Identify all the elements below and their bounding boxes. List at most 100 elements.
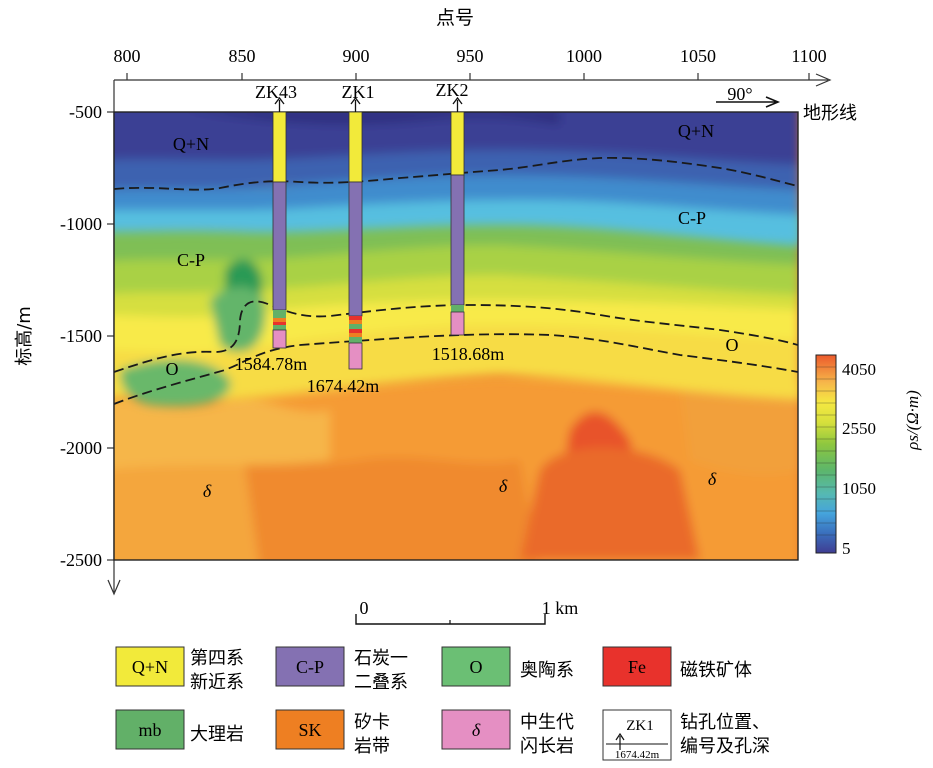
svg-text:SK: SK	[298, 720, 321, 740]
colorbar-tick-4050: 4050	[842, 360, 876, 379]
top-axis-title: 点号	[436, 7, 474, 29]
borehole-zk2-depth: 1518.68m	[432, 344, 505, 364]
colorbar: 4050 2550 1050 5 ρs/(Ω·m)	[815, 354, 922, 558]
borehole-zk43-fe-segment	[273, 322, 286, 325]
colorbar-tick-1050: 1050	[842, 479, 876, 498]
borehole-zk2-diorite-segment	[450, 311, 465, 336]
colorbar-title: ρs/(Ω·m)	[903, 390, 922, 451]
legend-item-o: O 奥陶系	[441, 646, 574, 687]
label-cp-left: C-P	[177, 250, 205, 270]
borehole-zk1-sk-segment-2	[349, 333, 362, 337]
svg-text:mb: mb	[138, 720, 161, 740]
borehole-zk2-mb-segment	[451, 305, 464, 312]
svg-text:1674.42m: 1674.42m	[615, 749, 660, 761]
borehole-zk43-sk-segment	[273, 318, 286, 322]
colorbar-tick-2550: 2550	[842, 419, 876, 438]
label-delta-1: δ	[203, 481, 212, 501]
svg-text:Fe: Fe	[628, 657, 646, 677]
x-tick-1100: 1100	[791, 46, 826, 66]
legend-item-mb: mb 大理岩	[115, 709, 244, 750]
borehole-zk43-cp-segment	[272, 181, 287, 311]
x-tick-1050: 1050	[680, 46, 716, 66]
borehole-zk1-diorite-segment	[348, 342, 363, 370]
svg-text:矽卡: 矽卡	[354, 712, 390, 733]
borehole-zk2-cp-segment	[450, 174, 465, 306]
legend-item-cp: C-P 石炭一 二叠系	[275, 646, 408, 693]
svg-text:Q+N: Q+N	[132, 657, 168, 677]
colorbar-tick-5: 5	[842, 539, 851, 558]
svg-text:第四系: 第四系	[190, 648, 244, 669]
label-o-right: O	[726, 335, 739, 355]
svg-text:闪长岩: 闪长岩	[520, 736, 574, 757]
colorbar-gradient	[815, 354, 837, 554]
borehole-zk43-qn-segment	[272, 111, 287, 183]
svg-text:C-P: C-P	[296, 657, 324, 677]
borehole-zk1-mb-segment	[349, 324, 362, 329]
borehole-zk2-top-arrow	[452, 96, 463, 112]
legend: Q+N 第四系 新近系 C-P 石炭一 二叠系 O 奥陶系 Fe 磁铁矿体 mb…	[115, 646, 770, 761]
svg-text:二叠系: 二叠系	[354, 672, 408, 693]
boundary-qn-cp	[114, 156, 798, 191]
left-axis-ticklabels: -500 -1000 -1500 -2000 -2500	[60, 102, 102, 570]
svg-text:δ: δ	[472, 720, 481, 740]
borehole-zk2-qn-segment	[450, 111, 465, 176]
borehole-zk1-label: ZK1	[342, 82, 375, 102]
borehole-zk43-mb-segment	[273, 310, 286, 318]
borehole-zk43-depth: 1584.78m	[235, 354, 308, 374]
svg-text:岩带: 岩带	[354, 736, 390, 757]
svg-text:磁铁矿体: 磁铁矿体	[680, 660, 752, 681]
borehole-zk43-mb-segment-2	[273, 325, 286, 330]
legend-borehole-arrow-icon	[615, 732, 625, 750]
svg-text:新近系: 新近系	[190, 672, 244, 693]
x-tick-900: 900	[343, 46, 370, 66]
top-axis-ticklabels: 800 850 900 950 1000 1050 1100	[114, 46, 827, 66]
borehole-zk1-depth: 1674.42m	[307, 376, 380, 396]
legend-item-borehole: ZK1 1674.42m 钻孔位置、 编号及孔深	[602, 709, 770, 761]
svg-text:钻孔位置、: 钻孔位置、	[680, 712, 770, 733]
orientation-label: 90°	[727, 84, 752, 104]
borehole-zk1-fe-segment	[349, 316, 362, 320]
svg-text:奥陶系: 奥陶系	[520, 660, 574, 681]
label-delta-2: δ	[499, 476, 508, 496]
label-cp-right: C-P	[678, 208, 706, 228]
legend-item-sk: SK 矽卡 岩带	[275, 709, 390, 757]
formation-labels: Q+N Q+N C-P C-P O O δ δ δ	[166, 121, 739, 501]
boundary-o-delta	[114, 333, 798, 405]
label-qn-left: Q+N	[173, 134, 209, 154]
x-tick-950: 950	[457, 46, 484, 66]
svg-text:O: O	[470, 657, 483, 677]
label-o-left: O	[166, 359, 179, 379]
formation-boundaries	[114, 156, 798, 405]
boundary-cp-o	[114, 300, 798, 373]
x-tick-800: 800	[114, 46, 141, 66]
borehole-zk1-cp-segment	[348, 181, 363, 317]
legend-item-fe: Fe 磁铁矿体	[602, 646, 752, 687]
top-axis-line	[114, 73, 832, 87]
scale-bar-end: 1 km	[542, 598, 579, 618]
svg-text:编号及孔深: 编号及孔深	[680, 736, 770, 757]
borehole-zk43: ZK43 1584.78m	[235, 82, 308, 374]
borehole-zk2-label: ZK2	[436, 80, 469, 100]
svg-text:中生代: 中生代	[520, 712, 574, 733]
orientation-indicator: 90°	[716, 84, 781, 108]
y-tick-1000: -1000	[60, 214, 102, 234]
borehole-zk43-diorite-segment	[272, 329, 287, 349]
svg-text:大理岩: 大理岩	[190, 724, 244, 745]
x-tick-850: 850	[229, 46, 256, 66]
svg-text:ZK1: ZK1	[626, 718, 654, 734]
legend-item-diorite: δ 中生代 闪长岩	[441, 709, 574, 757]
terrain-line-label: 地形线	[803, 103, 857, 124]
borehole-zk1-mb-segment-2	[349, 337, 362, 343]
y-tick-1500: -1500	[60, 326, 102, 346]
label-qn-right: Q+N	[678, 121, 714, 141]
y-tick-2500: -2500	[60, 550, 102, 570]
scale-bar: 0 1 km	[355, 598, 579, 625]
borehole-zk43-top-arrow	[274, 96, 285, 112]
legend-item-qn: Q+N 第四系 新近系	[115, 646, 244, 693]
borehole-zk1-fe-segment-2	[349, 329, 362, 333]
svg-text:石炭一: 石炭一	[354, 648, 408, 669]
borehole-zk1-sk-segment	[349, 320, 362, 324]
y-tick-2000: -2000	[60, 438, 102, 458]
scale-bar-start: 0	[360, 598, 369, 618]
